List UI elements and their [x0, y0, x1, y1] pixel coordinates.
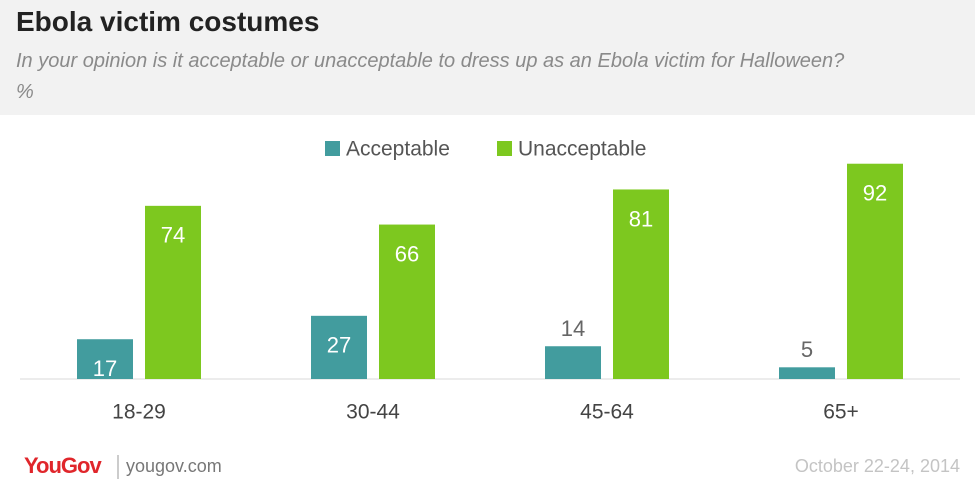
- x-tick-label: 30-44: [346, 401, 400, 424]
- legend-swatch: [325, 141, 340, 156]
- bar: [613, 189, 669, 379]
- value-label: 5: [801, 337, 813, 362]
- brand: YouGov: [24, 453, 102, 478]
- value-label: 17: [93, 356, 117, 381]
- bar: [77, 339, 133, 379]
- x-tick-label: 65+: [823, 401, 859, 424]
- chart-title: Ebola victim costumes: [16, 6, 320, 37]
- value-label: 66: [395, 241, 419, 266]
- value-label: 74: [161, 223, 185, 248]
- website: yougov.com: [126, 456, 222, 476]
- date: October 22-24, 2014: [795, 456, 960, 476]
- bar: [311, 315, 367, 379]
- bar: [779, 367, 835, 379]
- legend-swatch: [497, 141, 512, 156]
- legend-label: Acceptable: [346, 138, 450, 161]
- value-label: 14: [561, 316, 585, 341]
- value-label: 92: [863, 181, 887, 206]
- value-label: 27: [327, 333, 351, 358]
- x-tick-label: 18-29: [112, 401, 166, 424]
- bar: [145, 205, 201, 379]
- bar: [379, 224, 435, 379]
- header: Ebola victim costumes In your opinion is…: [0, 0, 975, 115]
- legend-label: Unacceptable: [518, 138, 646, 161]
- value-label: 81: [629, 206, 653, 231]
- bar: [847, 163, 903, 379]
- chart-subtitle: In your opinion is it acceptable or unac…: [16, 50, 845, 103]
- x-tick-label: 45-64: [580, 401, 634, 424]
- bar: [545, 346, 601, 379]
